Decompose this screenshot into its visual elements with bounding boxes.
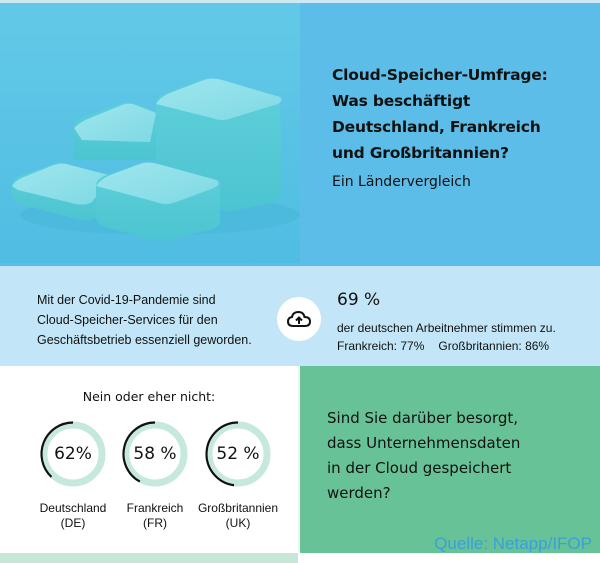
donut-chart-fr: [122, 421, 188, 487]
donut-uk: 52 %: [203, 419, 273, 489]
germany-agree-stat: 69 %: [337, 290, 381, 310]
question-panel: Sind Sie darüber besorgt, dass Unternehm…: [300, 366, 600, 553]
page-title: Cloud-Speicher-Umfrage: Was beschäftigt …: [332, 62, 592, 166]
panel-footer-strip: [0, 553, 298, 563]
title-line: Cloud-Speicher-Umfrage:: [332, 66, 548, 84]
country-code: (DE): [60, 516, 86, 530]
country-name: Großbritannien: [197, 501, 279, 515]
cloud-upload-icon: [277, 297, 321, 341]
statement-line: Mit der Covid-19-Pandemie sind: [37, 293, 216, 307]
donut-arc: [205, 421, 239, 487]
podium-blocks-illustration: [12, 78, 300, 241]
donut-percent: 52 %: [216, 444, 260, 464]
country-name: Frankreich: [126, 501, 184, 515]
country-label-uk: Großbritannien (UK): [193, 501, 283, 531]
stat-comparison: Frankreich: 77% Großbritannien: 86%: [337, 339, 549, 353]
question-line: in der Cloud gespeichert: [327, 459, 512, 477]
france-stat: Frankreich: 77%: [337, 339, 425, 353]
donut-percent: 62%: [54, 444, 92, 464]
title-line: Was beschäftigt: [332, 92, 471, 110]
survey-results-panel: Nein oder eher nicht: 62% Deutschland (D…: [0, 366, 300, 552]
title-line: und Großbritannien?: [332, 144, 509, 162]
page-subtitle: Ein Ländervergleich: [332, 174, 471, 190]
donut-chart-uk: [205, 421, 271, 487]
question-line: dass Unternehmensdaten: [327, 434, 521, 452]
title-line: Deutschland, Frankreich: [332, 118, 541, 136]
hero-title-panel: Cloud-Speicher-Umfrage: Was beschäftigt …: [300, 0, 600, 263]
donut-percent: 58 %: [133, 444, 177, 464]
uk-stat: Großbritannien: 86%: [438, 339, 550, 353]
question-line: Sind Sie darüber besorgt,: [327, 409, 519, 427]
country-code: (UK): [225, 516, 251, 530]
donut-arc: [40, 421, 74, 478]
pandemic-stat-band: Mit der Covid-19-Pandemie sind Cloud-Spe…: [0, 263, 600, 366]
question-line: werden?: [327, 484, 391, 502]
country-label-de: Deutschland (DE): [28, 501, 118, 531]
donut-ring: [205, 421, 271, 487]
country-label-fr: Frankreich (FR): [110, 501, 200, 531]
statement-line: Cloud-Speicher-Services für den: [37, 313, 218, 327]
pandemic-statement: Mit der Covid-19-Pandemie sind Cloud-Spe…: [37, 290, 252, 350]
donut-chart-de: [40, 421, 106, 487]
survey-question: Sind Sie darüber besorgt, dass Unternehm…: [327, 406, 589, 506]
statement-line: Geschäftsbetrieb essenziell geworden.: [37, 333, 252, 347]
stat-description: der deutschen Arbeitnehmer stimmen zu.: [337, 321, 556, 335]
donut-ring: [122, 421, 188, 487]
donut-ring: [40, 421, 106, 487]
donut-arc: [122, 421, 156, 483]
source-credit: Quelle: Netapp/IFOP: [434, 534, 592, 553]
survey-heading: Nein oder eher nicht:: [82, 389, 216, 404]
donut-de: 62%: [38, 419, 108, 489]
country-name: Deutschland: [39, 501, 107, 515]
donut-fr: 58 %: [120, 419, 190, 489]
country-code: (FR): [143, 516, 167, 530]
hero-image-podium: [0, 0, 300, 263]
